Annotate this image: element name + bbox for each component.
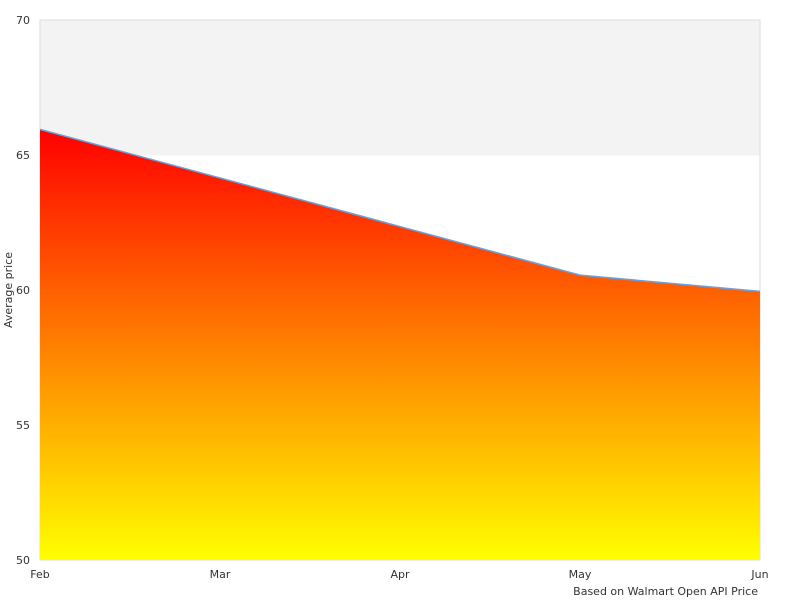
y-axis-title: Average price bbox=[2, 252, 15, 328]
y-tick-label-70: 70 bbox=[16, 14, 30, 27]
area-layer bbox=[39, 128, 761, 560]
x-tick-label-apr: Apr bbox=[390, 568, 410, 581]
chart-credit: Based on Walmart Open API Price bbox=[573, 585, 758, 598]
series-line bbox=[39, 128, 761, 293]
y-tick-label-60: 60 bbox=[16, 284, 30, 297]
x-tick-label-feb: Feb bbox=[30, 568, 49, 581]
x-tick-label-mar: Mar bbox=[210, 568, 231, 581]
plot-band-0 bbox=[40, 20, 760, 156]
y-tick-label-50: 50 bbox=[16, 554, 30, 567]
y-axis-ticks: 50 55 60 65 70 bbox=[16, 14, 30, 567]
y-tick-label-55: 55 bbox=[16, 419, 30, 432]
x-tick-label-jun: Jun bbox=[750, 568, 768, 581]
y-tick-label-65: 65 bbox=[16, 149, 30, 162]
series-area bbox=[40, 129, 760, 560]
x-axis-ticks: Feb Mar Apr May Jun bbox=[30, 568, 768, 581]
x-tick-label-may: May bbox=[569, 568, 592, 581]
